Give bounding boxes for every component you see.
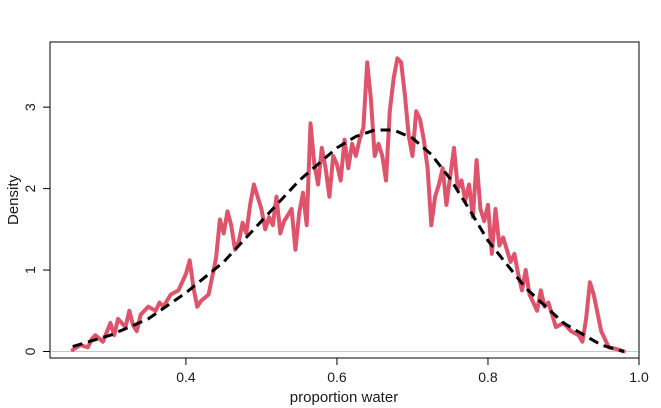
y-tick-label: 1 — [22, 266, 38, 274]
y-tick-label: 2 — [22, 184, 38, 192]
y-axis-title: Density — [5, 174, 22, 225]
x-tick-label: 0.8 — [478, 369, 498, 385]
x-tick-label: 0.6 — [327, 369, 347, 385]
posterior-density-line — [70, 56, 626, 354]
y-axis: 0 1 2 3 — [22, 103, 51, 355]
x-tick-label: 0.4 — [176, 369, 196, 385]
x-axis: 0.4 0.6 0.8 1.0 — [176, 357, 649, 385]
y-tick-label: 0 — [22, 347, 38, 355]
normal-approximation-line — [72, 128, 625, 353]
x-axis-title: proportion water — [290, 389, 398, 406]
x-tick-label: 1.0 — [629, 369, 649, 385]
y-tick-label: 3 — [22, 103, 38, 111]
series-layer — [70, 56, 626, 354]
